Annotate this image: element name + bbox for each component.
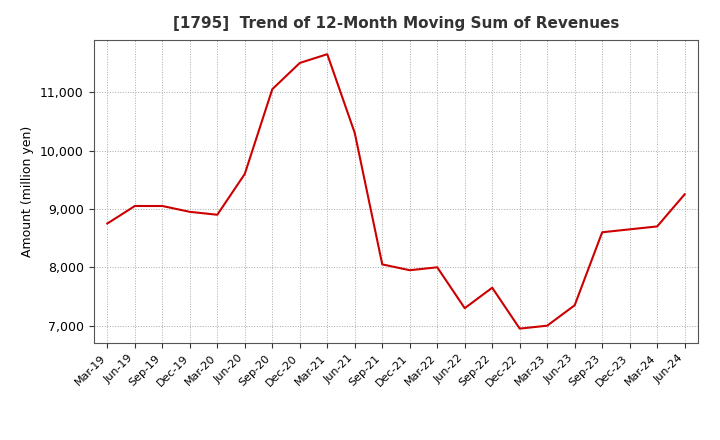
Y-axis label: Amount (million yen): Amount (million yen) <box>22 126 35 257</box>
Title: [1795]  Trend of 12-Month Moving Sum of Revenues: [1795] Trend of 12-Month Moving Sum of R… <box>173 16 619 32</box>
